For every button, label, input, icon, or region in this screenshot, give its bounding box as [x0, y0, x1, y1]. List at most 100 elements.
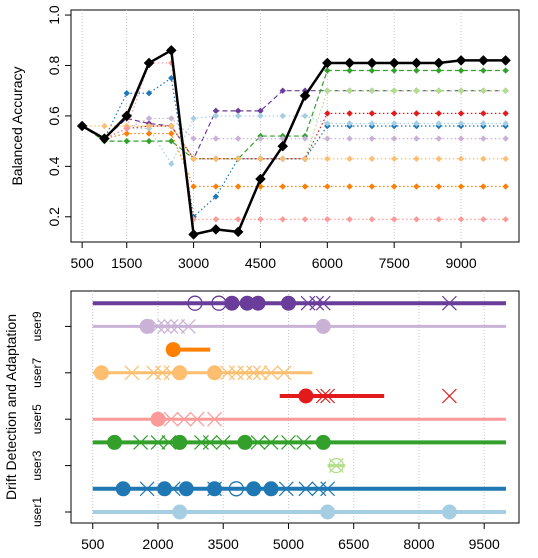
accuracy-y-tick-label: 0.2: [46, 207, 62, 227]
drift-row-7: [92, 365, 313, 381]
accuracy-point: [435, 135, 442, 142]
drift-filled-circle: [157, 481, 173, 497]
accuracy-x-tick-label: 7500: [379, 255, 410, 271]
accuracy-point: [346, 110, 353, 117]
accuracy-point: [413, 216, 420, 223]
adaptation-cross: [298, 481, 314, 497]
accuracy-series-line: [81, 112, 506, 160]
drift-y-axis: user1 user3 user5 user7 user9: [30, 311, 71, 527]
accuracy-series-8: [78, 122, 509, 162]
adaptation-cross: [281, 434, 296, 450]
accuracy-series-line: [81, 125, 506, 188]
drift-filled-circle: [106, 434, 122, 450]
accuracy-series-line: [81, 77, 506, 218]
accuracy-point: [279, 216, 286, 223]
adaptation-cross: [161, 434, 177, 450]
accuracy-point: [324, 110, 331, 117]
drift-filled-circle: [115, 481, 131, 497]
accuracy-x-tick-label: 1500: [111, 255, 142, 271]
adaptation-cross: [246, 365, 262, 381]
accuracy-point: [168, 122, 175, 130]
accuracy-point: [390, 120, 398, 127]
drift-y-tick-label: user5: [30, 404, 44, 434]
adaptation-cross: [441, 388, 457, 404]
accuracy-point: [480, 87, 487, 94]
drift-x-tick-label: 5000: [273, 536, 304, 552]
accuracy-point: [457, 216, 465, 223]
accuracy-x-tick-label: 3000: [178, 255, 209, 271]
accuracy-series-line: [81, 117, 506, 140]
drift-row-1: [92, 504, 506, 520]
drift-open-circle: [328, 457, 344, 474]
accuracy-point: [145, 122, 153, 130]
adaptation-cross: [278, 481, 294, 497]
accuracy-series-5: [78, 74, 509, 220]
accuracy-point: [143, 57, 155, 69]
accuracy-series-1: [78, 87, 509, 162]
accuracy-point: [368, 67, 376, 74]
drift-row-5: [92, 411, 506, 427]
drift-x-tick-label: 2000: [142, 536, 173, 552]
accuracy-point: [234, 216, 242, 223]
accuracy-point: [168, 137, 175, 145]
accuracy-point: [279, 155, 286, 162]
drift-filled-circle: [246, 481, 262, 497]
adaptation-cross: [263, 434, 279, 450]
accuracy-point: [435, 216, 442, 223]
drift-filled-circle: [315, 434, 331, 450]
drift-row-3: [327, 457, 346, 474]
accuracy-point: [212, 155, 220, 162]
accuracy-point: [212, 183, 220, 190]
accuracy-x-axis: 500 1500 3000 4500 6000 7500 9000: [70, 242, 477, 271]
accuracy-point: [301, 112, 309, 120]
accuracy-point: [390, 87, 398, 94]
accuracy-point: [257, 112, 264, 120]
drift-open-circle: [228, 481, 244, 497]
accuracy-point: [502, 110, 509, 117]
adaptation-cross: [163, 318, 179, 334]
accuracy-series-6: [78, 112, 509, 168]
accuracy-point: [210, 224, 222, 235]
drift-filled-circle: [207, 365, 223, 381]
accuracy-point: [279, 183, 286, 190]
drift-y-tick-label: user9: [30, 311, 44, 341]
drift-filled-circle: [441, 504, 457, 520]
accuracy-point: [279, 112, 286, 120]
accuracy-point: [435, 87, 442, 94]
adaptation-cross: [441, 295, 457, 311]
accuracy-point: [411, 57, 422, 69]
drift-filled-circle: [178, 481, 194, 497]
adaptation-cross: [320, 388, 336, 404]
accuracy-point: [324, 120, 331, 127]
accuracy-point: [480, 155, 487, 162]
adaptation-cross: [124, 365, 140, 381]
adaptation-cross: [157, 318, 172, 334]
accuracy-point: [368, 110, 376, 117]
accuracy-point: [480, 110, 487, 117]
accuracy-point: [346, 135, 353, 142]
accuracy-point: [165, 44, 177, 56]
accuracy-point: [123, 137, 130, 145]
accuracy-point: [368, 216, 376, 223]
drift-x-tick-label: 8000: [403, 536, 434, 552]
accuracy-series-3: [78, 87, 509, 162]
accuracy-point: [457, 155, 465, 162]
drift-plot-frame: [70, 290, 520, 524]
accuracy-point: [168, 160, 175, 168]
accuracy-point: [457, 110, 465, 117]
accuracy-plot-frame: [70, 9, 520, 243]
drift-y-tick-label: user1: [30, 497, 44, 527]
accuracy-point: [168, 74, 175, 82]
adaptation-cross: [215, 434, 231, 450]
accuracy-point: [145, 130, 153, 137]
drift-x-tick-label: 3500: [208, 536, 239, 552]
accuracy-point: [500, 55, 511, 66]
accuracy-point: [190, 155, 197, 162]
accuracy-point: [457, 67, 465, 74]
accuracy-point: [390, 183, 398, 190]
accuracy-y-tick-label: 1.0: [46, 5, 62, 25]
adaptation-cross: [315, 295, 331, 311]
accuracy-point: [234, 107, 242, 115]
accuracy-point: [257, 107, 264, 115]
